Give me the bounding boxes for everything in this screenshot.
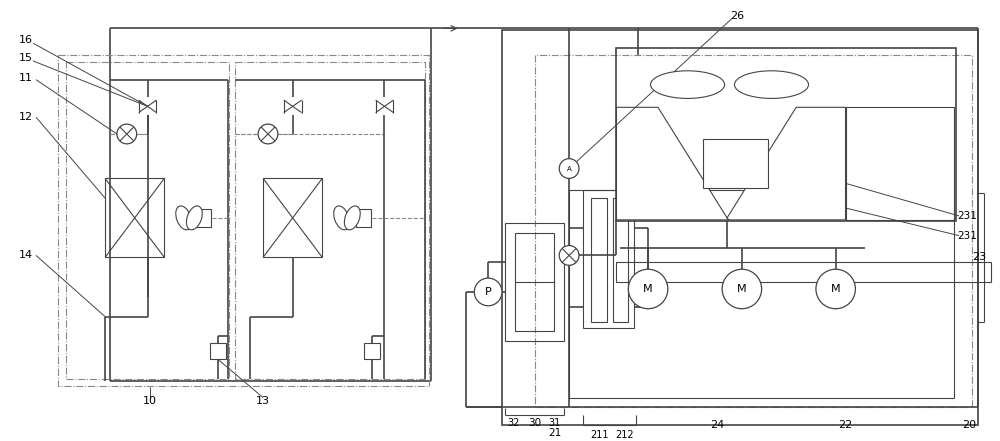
- Text: 15: 15: [19, 53, 33, 63]
- Circle shape: [117, 124, 137, 144]
- Text: 30: 30: [528, 418, 541, 428]
- Polygon shape: [616, 107, 729, 220]
- Text: 31: 31: [548, 418, 560, 428]
- Circle shape: [258, 124, 278, 144]
- Text: M: M: [737, 284, 747, 294]
- Circle shape: [722, 269, 762, 309]
- Text: 32: 32: [508, 418, 520, 428]
- Circle shape: [474, 278, 502, 306]
- Text: 14: 14: [19, 250, 33, 260]
- Circle shape: [559, 246, 579, 265]
- Text: 13: 13: [256, 396, 270, 406]
- Text: 23: 23: [972, 252, 986, 262]
- Text: 11: 11: [19, 73, 33, 83]
- Bar: [502, 30, 978, 425]
- Polygon shape: [846, 107, 954, 220]
- Bar: [583, 190, 634, 329]
- Circle shape: [816, 269, 855, 309]
- Text: P: P: [485, 287, 492, 297]
- Text: A: A: [567, 165, 571, 172]
- Text: 24: 24: [710, 420, 724, 430]
- Bar: [591, 198, 607, 321]
- Bar: [196, 209, 211, 227]
- Bar: [210, 343, 226, 359]
- Ellipse shape: [176, 206, 192, 230]
- Bar: [505, 223, 564, 341]
- Circle shape: [628, 269, 668, 309]
- Text: 231: 231: [957, 211, 977, 221]
- Bar: [616, 262, 991, 282]
- Text: 22: 22: [838, 420, 853, 430]
- Polygon shape: [727, 107, 846, 220]
- Text: 10: 10: [143, 396, 157, 406]
- Circle shape: [559, 159, 579, 179]
- Bar: [569, 190, 954, 398]
- Text: M: M: [643, 284, 653, 294]
- Text: 20: 20: [962, 420, 976, 430]
- Ellipse shape: [334, 206, 350, 230]
- Bar: [703, 139, 768, 188]
- Text: 231: 231: [957, 231, 977, 241]
- Bar: [613, 198, 628, 321]
- Bar: [616, 48, 956, 221]
- Text: 21: 21: [549, 428, 562, 438]
- Text: 211: 211: [590, 430, 609, 440]
- Ellipse shape: [186, 206, 202, 230]
- Bar: [105, 179, 164, 258]
- Text: 26: 26: [730, 11, 744, 20]
- Ellipse shape: [344, 206, 360, 230]
- Text: 212: 212: [615, 430, 634, 440]
- Bar: [364, 343, 380, 359]
- Text: 12: 12: [19, 112, 33, 122]
- Bar: [263, 179, 322, 258]
- Text: M: M: [831, 284, 840, 294]
- Bar: [356, 209, 371, 227]
- Bar: [515, 233, 554, 332]
- Ellipse shape: [734, 71, 809, 98]
- Ellipse shape: [651, 71, 725, 98]
- Text: 16: 16: [19, 35, 33, 45]
